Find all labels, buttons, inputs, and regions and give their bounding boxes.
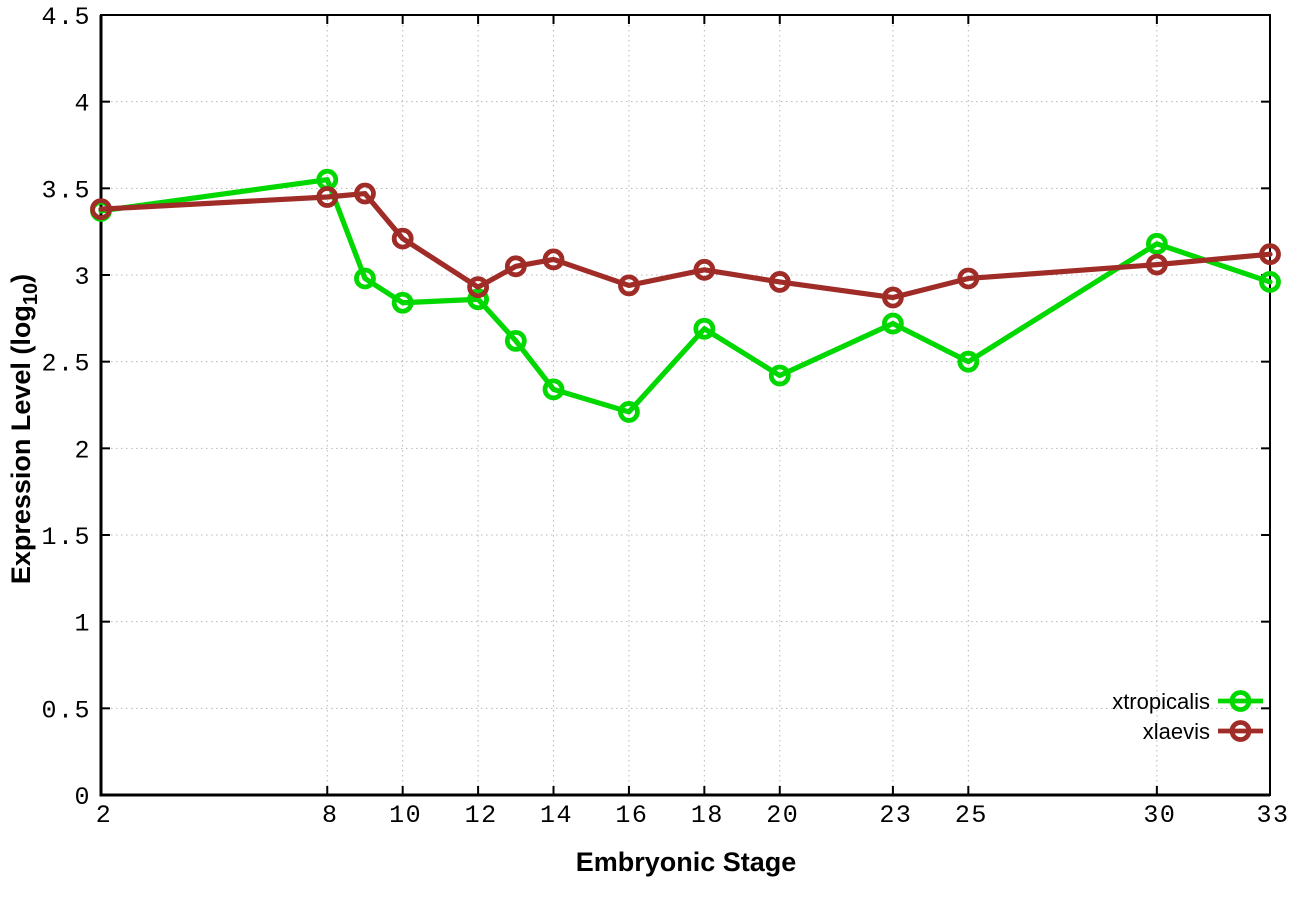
y-tick-label: 0 <box>74 783 91 812</box>
x-tick-label: 12 <box>465 801 498 830</box>
y-axis-title: Expression Level (log10) <box>6 129 42 729</box>
y-tick-label: 4 <box>74 90 91 119</box>
xtropicalis-marker <box>504 329 527 352</box>
xtropicalis-marker <box>1145 232 1168 255</box>
xtropicalis-marker <box>957 350 980 373</box>
x-tick-label: 25 <box>955 801 988 830</box>
x-tick-label: 18 <box>691 801 724 830</box>
xlaevis-marker <box>467 276 489 299</box>
y-tick-label: 2 <box>74 436 91 465</box>
xlaevis-marker <box>768 271 791 293</box>
x-tick-labels: 2 8 10 12 14 16 18 20 23 25 30 33 <box>96 801 1289 830</box>
xtropicalis-marker <box>354 267 376 290</box>
x-tick-label: 14 <box>540 801 573 830</box>
y-axis-title-main: Expression Level (log <box>6 305 36 585</box>
xlaevis-marker <box>542 248 565 271</box>
x-tick-label: 10 <box>389 801 422 830</box>
xlaevis-marker <box>316 186 339 208</box>
x-tick-label: 30 <box>1143 801 1176 830</box>
xlaevis-marker <box>957 267 980 290</box>
x-axis-title: Embryonic Stage <box>575 847 797 877</box>
xtropicalis-marker <box>693 317 716 340</box>
y-tick-label: 1.5 <box>41 523 91 552</box>
legend-label-xlaevis: xlaevis <box>1143 719 1210 744</box>
xlaevis-marker <box>693 258 716 281</box>
y-tick-label: 4.5 <box>41 3 91 32</box>
xlaevis-marker <box>1145 253 1168 276</box>
y-tick-label: 2.5 <box>41 350 91 379</box>
y-tick-labels: 0 0.5 1 1.5 2 2.5 3 3.5 4 4.5 <box>41 3 91 812</box>
gridlines <box>101 15 1270 795</box>
legend-marker-xlaevis <box>1229 720 1252 742</box>
plot-border <box>100 14 1271 796</box>
y-tick-label: 0.5 <box>41 696 91 725</box>
xlaevis-marker <box>391 227 414 250</box>
y-tick-label: 1 <box>74 610 91 639</box>
x-tick-label: 8 <box>322 801 339 830</box>
x-tick-label: 2 <box>96 801 113 830</box>
xtropicalis-line <box>98 177 1273 415</box>
axis-ticks <box>100 14 1271 796</box>
y-tick-label: 3.5 <box>41 176 91 205</box>
xlaevis-marker <box>618 274 640 297</box>
xlaevis-marker <box>882 286 904 309</box>
xlaevis-marker <box>354 182 376 205</box>
xtropicalis-marker <box>467 288 489 311</box>
xtropicalis-marker <box>1259 271 1281 293</box>
x-tick-label: 23 <box>879 801 912 830</box>
xlaevis-marker <box>1259 243 1281 266</box>
series-xlaevis <box>90 182 1281 309</box>
x-tick-label: 33 <box>1256 801 1289 830</box>
xtropicalis-marker <box>391 291 414 314</box>
y-axis-title-subscript: 10 <box>20 282 42 306</box>
x-tick-label: 20 <box>766 801 799 830</box>
xlaevis-marker <box>504 255 527 278</box>
y-tick-label: 3 <box>74 263 91 292</box>
legend-marker-xtropicalis <box>1229 690 1252 712</box>
legend: xtropicalis xlaevis <box>1112 689 1263 744</box>
xtropicalis-marker <box>882 312 904 335</box>
xlaevis-marker <box>90 198 112 221</box>
x-tick-label: 16 <box>615 801 648 830</box>
series-xtropicalis <box>90 168 1281 423</box>
legend-label-xtropicalis: xtropicalis <box>1112 689 1210 714</box>
xtropicalis-marker <box>542 378 565 401</box>
xtropicalis-marker <box>768 364 791 387</box>
xtropicalis-marker <box>618 401 640 423</box>
y-axis-title-close: ) <box>6 273 36 283</box>
